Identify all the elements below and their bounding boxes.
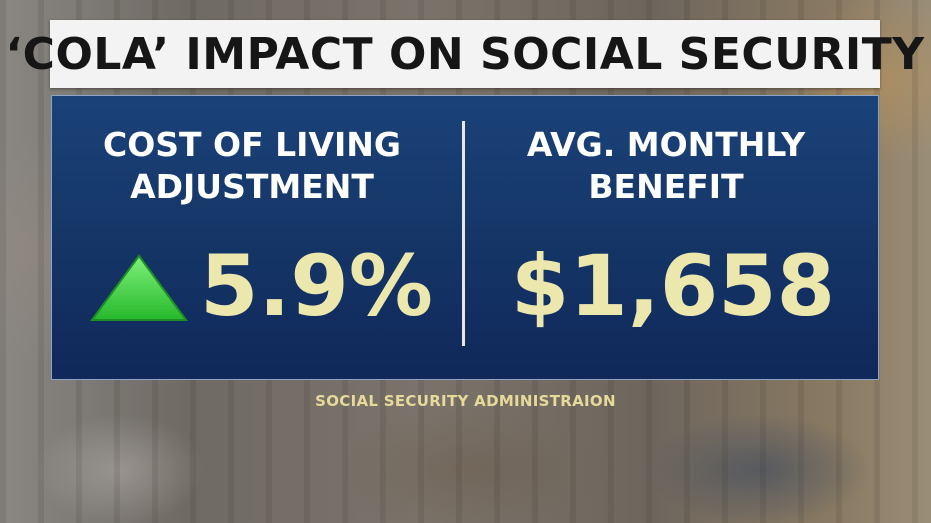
graphic-title: ‘COLA’ IMPACT ON SOCIAL SECURITY <box>5 28 925 80</box>
cola-heading-line1: COST OF LIVING <box>103 125 401 164</box>
stats-panel: COST OF LIVING ADJUSTMENT 5.9% AVG. MONT… <box>51 95 879 380</box>
cola-heading: COST OF LIVING ADJUSTMENT <box>52 124 452 208</box>
source-credit: SOCIAL SECURITY ADMINISTRAION <box>315 392 616 410</box>
benefit-heading-line1: AVG. MONTHLY <box>526 125 806 164</box>
benefit-heading: AVG. MONTHLY BENEFIT <box>466 124 866 208</box>
cola-percentage: 5.9% <box>200 237 433 335</box>
title-banner: ‘COLA’ IMPACT ON SOCIAL SECURITY <box>5 20 924 88</box>
cola-heading-line2: ADJUSTMENT <box>130 167 374 206</box>
benefit-amount: $1,658 <box>510 237 836 335</box>
benefit-heading-line2: BENEFIT <box>588 167 744 206</box>
column-divider <box>462 121 465 346</box>
up-triangle-icon <box>90 254 188 321</box>
